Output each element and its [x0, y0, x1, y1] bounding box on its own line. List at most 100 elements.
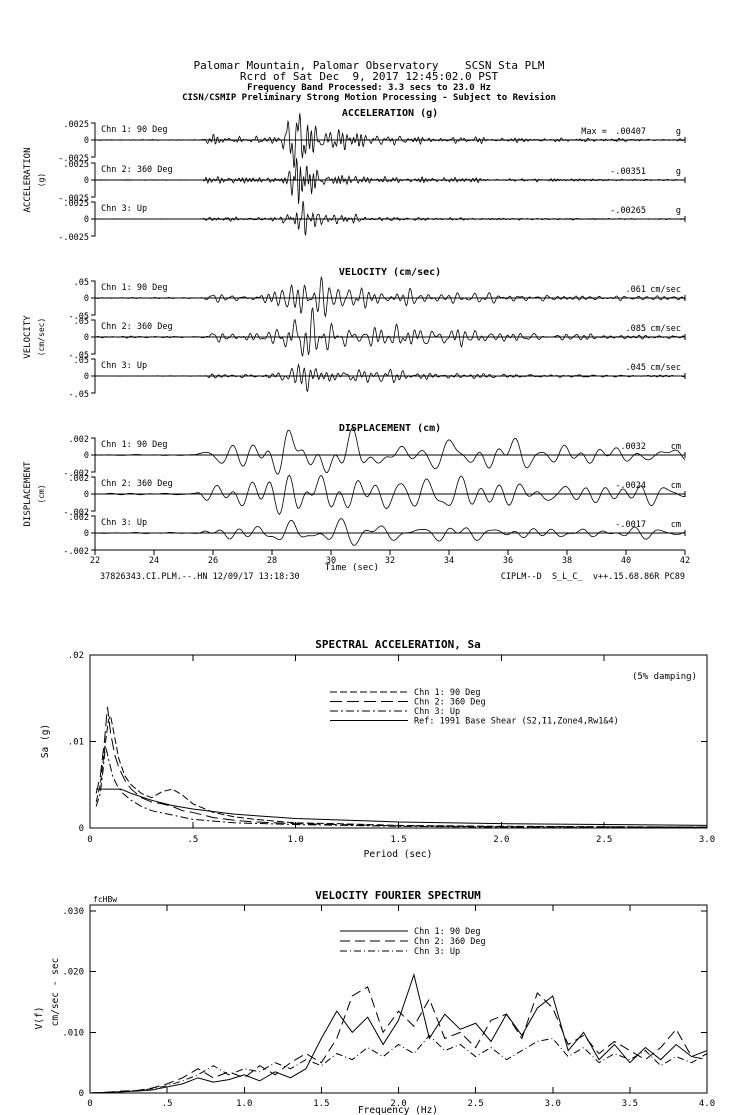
fourier-y-tick-label: 0	[79, 1089, 84, 1099]
x-tick-label: 26	[208, 556, 218, 566]
ytick-label-zero: 0	[84, 294, 89, 304]
peak-unit: g	[676, 206, 681, 216]
header-record-time-line: Rcrd of Sat Dec 9, 2017 12:45:02.0 PST	[240, 70, 499, 83]
fourier-corner-frequency-marker: fcHBw	[93, 895, 117, 904]
fourier-x-tick-label: 2.5	[467, 1099, 483, 1109]
ytick-label-bottom: -.05	[69, 390, 89, 400]
fourier-y-axis-units: cm/sec - sec	[50, 958, 61, 1027]
ts-group-0: ACCELERATION (g) ACCELERATION (g) .0025 0 -.0…	[23, 108, 686, 243]
ytick-label-top: .05	[74, 317, 89, 327]
ts-group-2: DISPLACEMENT (cm) DISPLACEMENT (cm) .002 0 -.…	[23, 423, 686, 557]
fourier-x-axis-title: Frequency (Hz)	[358, 1105, 438, 1115]
header-disclaimer-line: CISN/CSMIP Preliminary Strong Motion Pro…	[182, 92, 556, 103]
sa-x-axis-title: Period (sec)	[364, 849, 433, 860]
peak-unit: cm	[671, 481, 681, 491]
group-side-label: DISPLACEMENT	[23, 461, 33, 527]
ts-channel-2: .002 0 -.002 Chn 2: 360 Deg -.0024 cm	[63, 474, 686, 518]
sa-x-tick-label: 1.5	[390, 835, 406, 845]
sa-damping-note: (5% damping)	[632, 672, 697, 682]
waveform-trace	[94, 306, 686, 358]
peak-unit: cm/sec	[650, 324, 681, 334]
sa-x-tick-label: 3.0	[699, 835, 715, 845]
fourier-legend-label-1: Chn 1: 90 Deg	[414, 927, 481, 937]
sa-x-tick-label: 2.5	[596, 835, 612, 845]
ytick-label-top: .002	[69, 435, 89, 445]
fourier-x-tick-label: 1.5	[313, 1099, 329, 1109]
channel-label: Chn 2: 360 Deg	[101, 165, 173, 175]
y-axis-bracket	[91, 280, 96, 316]
x-tick-label: 42	[680, 556, 690, 566]
peak-unit: cm	[671, 442, 681, 452]
group-side-unit: (g)	[37, 173, 46, 187]
ytick-label-top: .002	[69, 513, 89, 523]
fourier-y-tick-label: .030	[62, 907, 84, 917]
channel-label: Chn 2: 360 Deg	[101, 322, 173, 332]
waveform-trace	[94, 113, 686, 168]
ytick-label-zero: 0	[84, 372, 89, 382]
x-tick-label: 24	[149, 556, 159, 566]
fourier-y-tick-label: .010	[62, 1028, 84, 1038]
ytick-label-top: .002	[69, 474, 89, 484]
peak-value: .085	[626, 324, 646, 334]
y-axis-bracket	[91, 122, 96, 158]
header-frequency-band-line: Frequency Band Processed: 3.3 secs to 23…	[247, 83, 491, 93]
ytick-label-bottom: -.0025	[58, 194, 89, 204]
fourier-x-tick-label: 3.0	[545, 1099, 561, 1109]
sa-series-4	[96, 788, 708, 826]
fourier-x-tick-label: 2.0	[390, 1099, 406, 1109]
sa-legend-label-4: Ref: 1991 Base Shear (S2,I1,Zone4,Rw1&4)	[414, 717, 619, 727]
group-title: ACCELERATION (g)	[342, 108, 438, 119]
fourier-series-2	[89, 986, 708, 1094]
sa-series-1	[95, 713, 708, 828]
ts-channel-1: .05 0 -.05 Chn 1: 90 Deg .061 cm/sec	[69, 275, 686, 322]
channel-label: Chn 3: Up	[101, 204, 147, 214]
group-side-label: VELOCITY	[23, 315, 33, 359]
fourier-y-axis-title: V(f)	[34, 1007, 45, 1030]
peak-unit: cm/sec	[650, 363, 681, 373]
sa-legend-label-1: Chn 1: 90 Deg	[414, 688, 481, 698]
peak-value: .061	[626, 285, 646, 295]
sa-x-tick-label: 1.0	[288, 835, 304, 845]
sa-x-tick-label: 0	[87, 835, 92, 845]
peak-unit: g	[676, 127, 681, 137]
y-axis-bracket	[91, 201, 96, 237]
ytick-label-zero: 0	[84, 490, 89, 500]
waveform-trace	[94, 427, 686, 475]
peak-unit: g	[676, 167, 681, 177]
fourier-x-tick-label: 0	[87, 1099, 92, 1109]
group-title: VELOCITY (cm/sec)	[339, 267, 441, 278]
sa-series-2	[95, 706, 708, 828]
ts-channel-2: .05 0 -.05 Chn 2: 360 Deg .085 cm/sec	[69, 306, 686, 361]
fourier-series-3	[89, 1034, 708, 1094]
sa-series-3	[95, 745, 708, 828]
channel-label: Chn 1: 90 Deg	[101, 125, 168, 135]
sa-x-tick-label: .5	[187, 835, 198, 845]
channel-label: Chn 2: 360 Deg	[101, 479, 173, 489]
velocity-fourier-spectrum-figure: VELOCITY FOURIER SPECTRUM fcHBw 0 .5 1.0 1.5 2…	[34, 889, 715, 1115]
footer-record-id: 37826343.CI.PLM.--.HN 12/09/17 13:18:30	[100, 572, 300, 582]
ytick-label-top: .05	[74, 278, 89, 288]
channel-label: Chn 1: 90 Deg	[101, 440, 168, 450]
sa-title: SPECTRAL ACCELERATION, Sa	[315, 638, 481, 651]
sa-y-tick-label: .01	[68, 738, 84, 748]
ts-channel-3: .05 0 -.05 Chn 3: Up .045 cm/sec	[69, 356, 686, 400]
sa-y-axis-title: Sa (g)	[40, 724, 51, 758]
peak-value: .00407	[615, 127, 646, 137]
fourier-x-tick-label: 3.5	[622, 1099, 638, 1109]
y-axis-bracket	[91, 358, 96, 394]
sa-plot-frame	[89, 654, 708, 829]
sa-x-tick-label: 2.0	[493, 835, 509, 845]
x-tick-label: 28	[267, 556, 277, 566]
peak-value: -.00265	[610, 206, 646, 216]
sa-legend-label-2: Chn 2: 360 Deg	[414, 698, 486, 708]
y-axis-bracket	[91, 476, 96, 512]
group-title: DISPLACEMENT (cm)	[339, 423, 441, 434]
peak-prefix: Max =	[581, 127, 612, 137]
x-tick-label: 22	[90, 556, 100, 566]
peak-value: -.00351	[610, 167, 646, 177]
ytick-label-zero: 0	[84, 136, 89, 146]
ytick-label-zero: 0	[84, 451, 89, 461]
timeseries-figure: ACCELERATION (g) ACCELERATION (g) .0025 0 -.0…	[23, 108, 690, 582]
